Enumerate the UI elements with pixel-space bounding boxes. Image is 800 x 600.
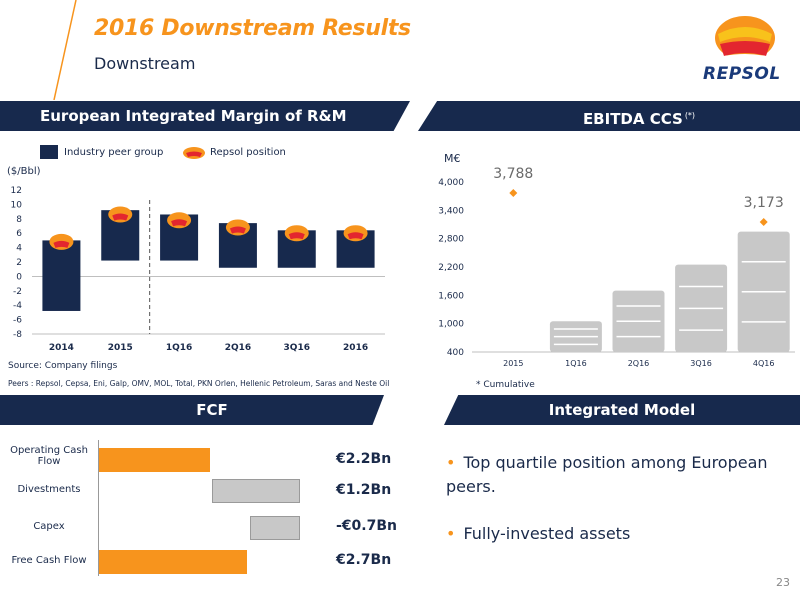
bullet-dot-icon: • bbox=[446, 524, 456, 543]
repsol-icon-band bbox=[53, 240, 70, 248]
legend-repsol: Repsol position bbox=[182, 145, 286, 159]
repsol-icon-band bbox=[229, 226, 246, 234]
x-tick-label: 1Q16 bbox=[565, 359, 587, 368]
legend-repsol-label: Repsol position bbox=[210, 147, 286, 158]
x-tick-label: 2014 bbox=[49, 343, 74, 353]
repsol-position-icon bbox=[225, 219, 250, 236]
x-tick-label: 1Q16 bbox=[166, 343, 192, 353]
x-tick-label: 2016 bbox=[343, 343, 368, 353]
x-tick-label: 2015 bbox=[108, 343, 133, 353]
page-subtitle: Downstream bbox=[94, 54, 196, 73]
y-tick-label: 6 bbox=[16, 229, 22, 239]
ebitda-point-marker bbox=[509, 189, 518, 198]
margin-unit-label: ($/Bbl) bbox=[7, 166, 41, 177]
y-unit-label: M€ bbox=[444, 152, 461, 165]
section-header-integrated: Integrated Model bbox=[444, 395, 800, 425]
legend-peer-swatch bbox=[40, 145, 58, 159]
y-tick-label: 2,200 bbox=[438, 263, 464, 273]
peer-range-bar bbox=[42, 240, 81, 311]
repsol-position-icon bbox=[284, 225, 309, 242]
margin-peers-note: Peers : Repsol, Cepsa, Eni, Galp, OMV, M… bbox=[8, 379, 390, 388]
page-number: 23 bbox=[776, 576, 790, 589]
ebitda-point-label: 3,173 bbox=[744, 195, 784, 211]
y-tick-label: 0 bbox=[16, 272, 22, 282]
fcf-label-operating: Operating Cash Flow bbox=[10, 445, 88, 467]
fcf-bar-capex bbox=[250, 516, 300, 540]
fcf-label-capex: Capex bbox=[33, 521, 65, 532]
decorative-slash bbox=[53, 0, 77, 100]
page-title: 2016 Downstream Results bbox=[94, 16, 411, 41]
section-header-fcf: FCF bbox=[0, 395, 384, 425]
y-tick-label: 4 bbox=[16, 244, 22, 254]
y-tick-label: 10 bbox=[11, 200, 23, 210]
y-tick-label: 400 bbox=[447, 348, 464, 358]
fcf-value-operating: €2.2Bn bbox=[336, 451, 392, 467]
y-tick-label: -6 bbox=[13, 316, 22, 326]
bullet-fully-invested: • Fully-invested assets bbox=[446, 522, 786, 546]
y-tick-label: 4,000 bbox=[438, 178, 464, 188]
repsol-icon-band bbox=[112, 213, 129, 221]
ebitda-cumulative-note: * Cumulative bbox=[476, 380, 535, 390]
x-tick-label: 4Q16 bbox=[753, 359, 775, 368]
ebitda-title: EBITDA CCS bbox=[582, 110, 683, 128]
y-tick-label: 2,800 bbox=[438, 235, 464, 245]
legend-repsol-icon bbox=[183, 147, 205, 159]
section-header-margin: European Integrated Margin of R&M bbox=[0, 101, 410, 131]
repsol-icon-band bbox=[288, 232, 305, 240]
fcf-bar-operating bbox=[99, 448, 210, 472]
bullet-text-fully-invested: Fully-invested assets bbox=[463, 524, 631, 543]
x-tick-label: 2015 bbox=[503, 359, 523, 368]
margin-source: Source: Company filings bbox=[8, 361, 118, 371]
y-tick-label: -8 bbox=[13, 330, 22, 340]
fcf-label-divestments: Divestments bbox=[17, 484, 81, 495]
y-tick-label: 12 bbox=[11, 186, 22, 196]
fcf-label-free-cash-flow: Free Cash Flow bbox=[11, 555, 87, 566]
bullet-top-quartile: • Top quartile position among European pe… bbox=[446, 451, 786, 499]
fcf-bar-divestments bbox=[212, 479, 300, 503]
ebitda-point-label: 3,788 bbox=[493, 166, 533, 182]
fcf-value-capex: -€0.7Bn bbox=[336, 518, 397, 534]
fcf-axis bbox=[98, 440, 99, 576]
y-tick-label: 8 bbox=[16, 215, 22, 225]
y-tick-label: 2 bbox=[16, 258, 22, 268]
repsol-position-icon bbox=[167, 212, 192, 229]
repsol-icon-band bbox=[171, 219, 188, 227]
fcf-bar-free-cash-flow bbox=[99, 550, 247, 574]
x-tick-label: 3Q16 bbox=[284, 343, 310, 353]
ebitda-chart: M€ 4,000 3,400 2,800 2,200 1,600 1,000 400 2015 3… bbox=[438, 152, 795, 368]
fcf-value-divestments: €1.2Bn bbox=[336, 482, 392, 498]
y-tick-label: -2 bbox=[13, 287, 22, 297]
bullet-dot-icon: • bbox=[446, 453, 456, 472]
legend-peer-label: Industry peer group bbox=[64, 147, 164, 158]
x-tick-label: 2Q16 bbox=[628, 359, 650, 368]
y-tick-label: 1,000 bbox=[438, 320, 464, 330]
x-tick-label: 3Q16 bbox=[690, 359, 712, 368]
fcf-value-free-cash-flow: €2.7Bn bbox=[336, 552, 392, 568]
repsol-logo-icon bbox=[715, 16, 775, 62]
legend-peer: Industry peer group bbox=[40, 145, 163, 159]
y-tick-label: 3,400 bbox=[438, 206, 464, 216]
ebitda-footnote-marker: (*) bbox=[684, 111, 696, 120]
repsol-logo-text: REPSOL bbox=[703, 64, 781, 84]
margin-chart: 12 10 8 6 4 2 0 -2 -4 -6 -8 2014 2015 1Q16 2Q16 3Q16 201… bbox=[11, 186, 385, 353]
x-tick-label: 2Q16 bbox=[225, 343, 251, 353]
repsol-position-icon bbox=[108, 206, 133, 223]
bullet-text-top-quartile: Top quartile position among European pee… bbox=[446, 453, 768, 496]
y-tick-label: 1,600 bbox=[438, 291, 464, 301]
y-tick-label: -4 bbox=[13, 301, 22, 311]
section-header-ebitda: EBITDA CCS (*) bbox=[418, 101, 800, 131]
repsol-position-icon bbox=[49, 233, 74, 250]
repsol-icon-band bbox=[347, 232, 364, 240]
ebitda-point-marker bbox=[759, 218, 768, 227]
repsol-position-icon bbox=[343, 225, 368, 242]
